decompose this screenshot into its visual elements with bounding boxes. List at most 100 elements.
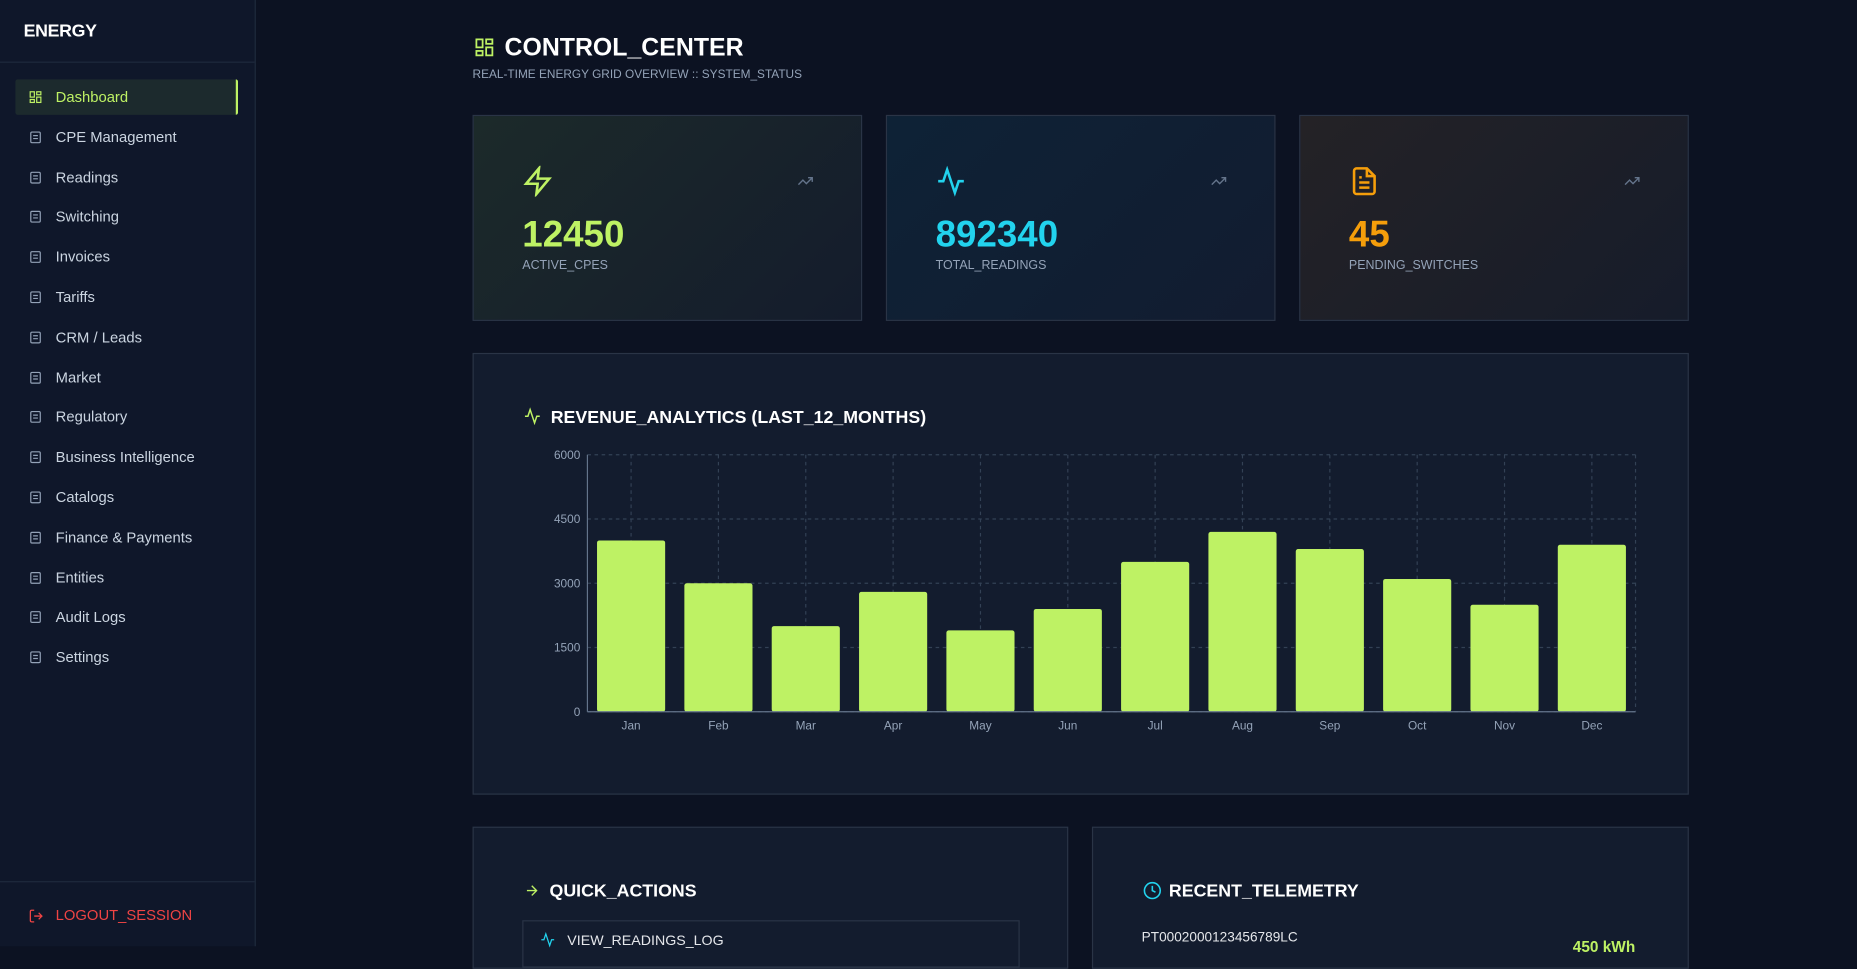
bar [684, 583, 753, 712]
nav-icon [30, 531, 41, 544]
bar [597, 540, 666, 712]
bar [1208, 531, 1277, 712]
nav-icon [30, 131, 41, 144]
chart-card: REVENUE_ANALYTICS (LAST_12_MONTHS) 0 1500… [472, 352, 1689, 795]
nav-item[interactable]: Finance & Payments [15, 520, 238, 556]
nav-item[interactable]: Tariffs [15, 279, 238, 315]
nav-label: CRM / Leads [55, 328, 143, 346]
nav-icon [30, 171, 41, 184]
nav-icon [30, 611, 41, 624]
telemetry-value: 450 kWh [1572, 937, 1636, 956]
x-tick-label: Mar [796, 719, 816, 733]
nav-item[interactable]: Switching [15, 199, 238, 235]
app: ENERGY LOGOUT_SESSION Dashboard CPE Manag… [0, 0, 1689, 969]
trend-icon [1624, 177, 1640, 186]
bar [1033, 608, 1102, 712]
nav-label: Switching [55, 208, 120, 226]
section-title: QUICK_ACTIONS [549, 881, 697, 902]
brand: ENERGY [23, 21, 97, 42]
x-tick-label: Oct [1408, 719, 1427, 733]
stat-card: 45 PENDING_SWITCHES [1299, 114, 1689, 321]
stat-card: 892340 TOTAL_READINGS [885, 114, 1276, 321]
nav-item[interactable]: Settings [15, 640, 238, 676]
nav-item[interactable]: Readings [15, 159, 238, 195]
bar [1295, 549, 1364, 712]
nav-label: Business Intelligence [55, 449, 195, 466]
bar [1557, 544, 1626, 712]
nav-icon [30, 411, 41, 424]
y-tick-label: 6000 [554, 448, 581, 462]
nav-item[interactable]: CPE Management [15, 119, 238, 155]
nav-label: Finance & Payments [55, 529, 193, 546]
bar [1470, 604, 1539, 712]
section-icon [1143, 881, 1162, 900]
bar [859, 591, 928, 712]
stat-icon [938, 165, 964, 197]
nav-label: Readings [55, 168, 119, 186]
quick-actions-card: QUICK_ACTIONS VIEW_READINGS_LOG [472, 826, 1069, 969]
title-icon [475, 38, 494, 57]
nav-icon [29, 91, 42, 104]
logout-button[interactable]: LOGOUT_SESSION [55, 907, 193, 924]
x-tick-label: Aug [1232, 719, 1253, 733]
page-title: CONTROL_CENTER [504, 34, 744, 62]
y-tick-label: 3000 [554, 576, 581, 590]
x-tick-label: Jul [1148, 719, 1163, 733]
telemetry-id: PT0002000123456789LC [1141, 930, 1298, 946]
stat-value: 12450 [522, 213, 625, 255]
nav-item[interactable]: Regulatory [15, 400, 238, 436]
trend-icon [1211, 177, 1227, 186]
x-tick-label: Jun [1058, 719, 1077, 733]
chart-icon [524, 407, 540, 426]
nav-icon [30, 211, 41, 224]
nav-item[interactable]: Catalogs [15, 480, 238, 516]
nav-item[interactable]: Invoices [15, 239, 238, 275]
nav-item[interactable]: CRM / Leads [15, 320, 238, 356]
x-tick-label: Apr [884, 719, 902, 733]
nav-label: Entities [55, 569, 105, 586]
chart: 0 1500 3000 4500 6000 Jan Feb Mar Apr May Jun Jul Au… [554, 448, 1637, 733]
nav-label: Audit Logs [55, 609, 126, 626]
nav-icon [30, 491, 41, 504]
section-icon [526, 885, 538, 896]
y-tick-label: 1500 [554, 641, 581, 655]
stat-label: TOTAL_READINGS [935, 258, 1047, 273]
action-button[interactable]: VIEW_READINGS_LOG [522, 920, 1020, 968]
sidebar: ENERGY LOGOUT_SESSION Dashboard CPE Manag… [0, 0, 256, 947]
nav-icon [30, 251, 41, 264]
nav-label: CPE Management [55, 128, 177, 146]
nav-icon [30, 451, 41, 464]
nav-item[interactable]: Entities [15, 560, 238, 596]
nav-icon [30, 371, 41, 384]
bar [1121, 561, 1190, 712]
nav-label: Regulatory [55, 409, 128, 426]
nav-icon [30, 291, 41, 304]
stat-label: PENDING_SWITCHES [1348, 258, 1479, 273]
nav-item[interactable]: Dashboard [15, 79, 239, 115]
x-tick-label: May [969, 719, 991, 733]
chart-title: REVENUE_ANALYTICS (LAST_12_MONTHS) [550, 407, 927, 428]
stat-value: 892340 [935, 213, 1059, 255]
nav-icon [30, 571, 41, 584]
bar [946, 630, 1015, 712]
nav-item[interactable]: Market [15, 360, 238, 396]
page-subtitle: REAL-TIME ENERGY GRID OVERVIEW :: SYSTEM… [472, 68, 803, 82]
nav-label: Settings [55, 649, 110, 666]
nav-label: Market [55, 369, 101, 386]
nav-icon [30, 651, 41, 664]
divider [0, 881, 255, 883]
action-label: VIEW_READINGS_LOG [567, 932, 724, 949]
nav-label: Dashboard [55, 88, 129, 106]
bar [771, 626, 840, 712]
x-tick-label: Sep [1319, 719, 1340, 733]
y-tick-label: 4500 [554, 512, 581, 526]
y-tick-label: 0 [574, 705, 581, 719]
nav-label: Tariffs [55, 288, 95, 306]
telemetry-card: RECENT_TELEMETRY PT0002000123456789LC 45… [1091, 826, 1689, 969]
stat-icon [523, 165, 552, 197]
nav-label: Invoices [55, 248, 110, 266]
nav-item[interactable]: Business Intelligence [15, 440, 238, 476]
logout-icon [29, 909, 43, 923]
x-tick-label: Nov [1494, 719, 1515, 733]
nav-item[interactable]: Audit Logs [15, 600, 238, 636]
